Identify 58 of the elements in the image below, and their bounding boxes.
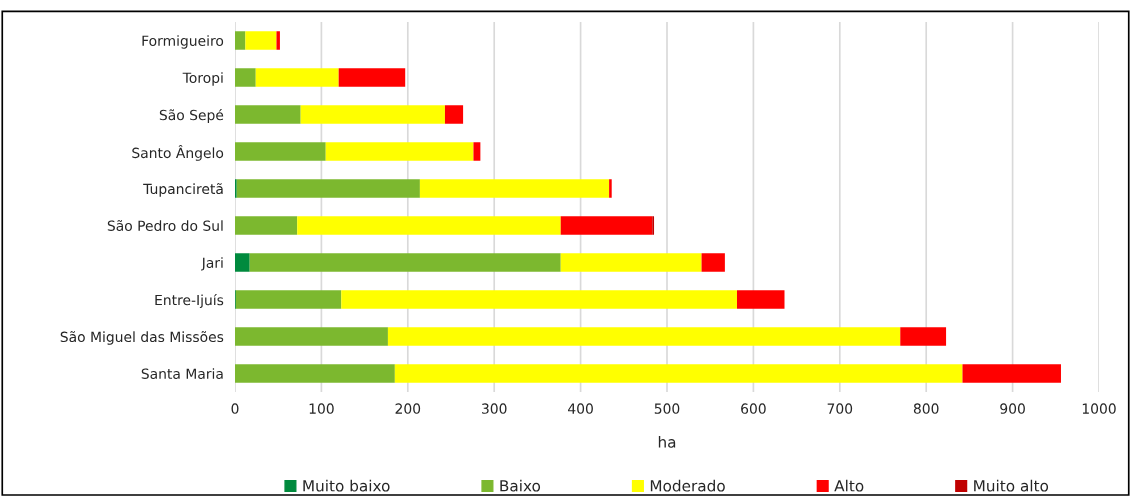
bar (255, 68, 339, 87)
bar (236, 179, 420, 198)
x-tick-label: 800 (913, 403, 939, 414)
bar (560, 216, 653, 235)
legend-label: Moderado (650, 479, 725, 492)
y-tick-label: Formigueiro (142, 35, 224, 49)
bar (736, 290, 785, 309)
legend-label: Muito alto (974, 479, 1049, 492)
bar (276, 31, 280, 50)
x-tick-label: 0 (231, 403, 239, 414)
x-tick-label: 700 (827, 403, 853, 414)
x-tick-label: 500 (654, 403, 680, 414)
x-tick-label: 400 (568, 403, 593, 414)
y-tick-label: São Pedro do Sul (107, 219, 223, 231)
y-tick-label: Santo Ângelo (132, 145, 224, 161)
bar (235, 68, 256, 87)
bar (235, 105, 301, 124)
bar (235, 216, 298, 235)
x-tick-label: 200 (395, 403, 421, 414)
y-tick-label: São Miguel das Missões (60, 331, 224, 345)
legend-label: Muito baixo (303, 479, 390, 492)
y-tick-label: Jari (200, 257, 223, 271)
bar (473, 142, 481, 161)
x-tick-label: 900 (1000, 403, 1025, 414)
bar (701, 253, 725, 272)
x-tick-label: 1000 (1082, 403, 1116, 414)
x-tick-label: 600 (741, 403, 766, 414)
x-tick-label: 300 (482, 403, 507, 414)
bar (297, 216, 561, 235)
bar (444, 105, 464, 124)
bar (560, 253, 702, 272)
bar (394, 364, 963, 383)
bar (235, 142, 326, 161)
y-tick-label: Santa Maria (141, 368, 223, 379)
bar (235, 364, 395, 383)
bar (325, 142, 474, 161)
y-tick-label: Toropi (182, 72, 223, 86)
y-tick-label: Entre-Ijuís (155, 293, 224, 308)
legend-label: Baixo (500, 479, 541, 492)
bar (609, 179, 612, 198)
bar (249, 253, 561, 272)
legend-label: Alto (834, 479, 864, 492)
y-tick-label: São Sepé (159, 108, 224, 123)
bar (235, 253, 250, 272)
bar (341, 290, 737, 309)
bar (300, 105, 445, 124)
bar (387, 327, 901, 346)
bar (235, 31, 246, 50)
bar (338, 68, 406, 87)
bar (900, 327, 947, 346)
x-tick-label: 100 (309, 403, 334, 414)
bar (235, 327, 388, 346)
y-tick-label: Tupanciretã (143, 183, 223, 197)
bar (235, 290, 342, 309)
bar (419, 179, 610, 198)
x-axis-title: ha (658, 436, 676, 448)
bar (962, 364, 1061, 383)
bar (245, 31, 277, 50)
